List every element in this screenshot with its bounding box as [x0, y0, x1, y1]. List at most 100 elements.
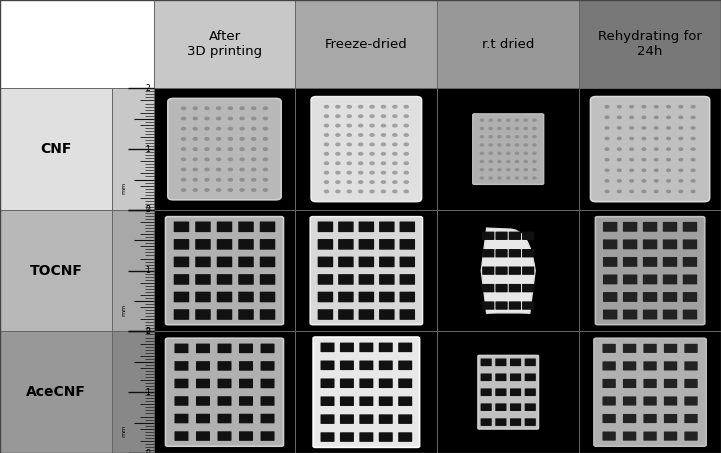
FancyBboxPatch shape [260, 379, 275, 388]
Circle shape [679, 190, 683, 193]
FancyBboxPatch shape [623, 361, 636, 371]
FancyBboxPatch shape [603, 396, 616, 405]
FancyBboxPatch shape [217, 239, 232, 250]
FancyBboxPatch shape [321, 342, 335, 352]
Circle shape [182, 189, 185, 191]
Circle shape [358, 153, 363, 155]
Circle shape [263, 107, 267, 110]
Circle shape [216, 178, 221, 181]
Circle shape [630, 106, 634, 108]
FancyBboxPatch shape [398, 378, 412, 388]
FancyBboxPatch shape [217, 292, 232, 302]
Circle shape [240, 138, 244, 140]
Circle shape [370, 124, 374, 127]
Circle shape [516, 144, 518, 146]
Circle shape [324, 171, 329, 174]
Circle shape [605, 127, 609, 129]
Circle shape [393, 134, 397, 136]
Circle shape [404, 134, 408, 136]
Circle shape [679, 180, 683, 182]
Circle shape [507, 152, 510, 154]
Circle shape [393, 124, 397, 127]
FancyBboxPatch shape [623, 396, 636, 405]
Circle shape [205, 148, 209, 150]
FancyBboxPatch shape [195, 309, 211, 320]
Circle shape [480, 177, 484, 179]
FancyBboxPatch shape [664, 379, 677, 388]
Text: 2: 2 [146, 327, 150, 336]
Circle shape [229, 138, 232, 140]
FancyBboxPatch shape [603, 240, 617, 249]
Circle shape [516, 136, 518, 138]
PathPatch shape [481, 228, 535, 313]
Circle shape [691, 106, 695, 108]
FancyBboxPatch shape [174, 292, 189, 302]
Circle shape [404, 181, 408, 183]
Circle shape [193, 127, 198, 130]
FancyBboxPatch shape [664, 396, 677, 405]
FancyBboxPatch shape [643, 292, 658, 302]
FancyBboxPatch shape [260, 256, 275, 267]
FancyBboxPatch shape [664, 344, 677, 353]
FancyBboxPatch shape [340, 361, 354, 370]
Circle shape [229, 127, 232, 130]
FancyBboxPatch shape [260, 431, 275, 441]
Circle shape [358, 106, 363, 108]
Circle shape [193, 148, 198, 150]
Circle shape [524, 152, 527, 154]
FancyBboxPatch shape [239, 414, 253, 423]
Circle shape [516, 169, 518, 171]
Circle shape [489, 119, 492, 121]
Circle shape [336, 171, 340, 174]
Circle shape [324, 106, 329, 108]
Circle shape [489, 127, 492, 130]
FancyBboxPatch shape [338, 256, 353, 267]
FancyBboxPatch shape [359, 378, 373, 388]
FancyBboxPatch shape [482, 266, 495, 275]
Circle shape [336, 134, 340, 136]
FancyBboxPatch shape [663, 275, 677, 284]
Circle shape [617, 116, 621, 119]
Circle shape [667, 190, 671, 193]
Text: mm: mm [122, 304, 127, 316]
Circle shape [336, 190, 340, 193]
FancyBboxPatch shape [399, 274, 415, 285]
Circle shape [370, 106, 374, 108]
FancyBboxPatch shape [318, 256, 333, 267]
Circle shape [498, 169, 501, 171]
Circle shape [533, 169, 536, 171]
Circle shape [336, 153, 340, 155]
Circle shape [229, 148, 232, 150]
Bar [579, 88, 721, 210]
Circle shape [252, 127, 256, 130]
Circle shape [605, 148, 609, 150]
Circle shape [216, 127, 221, 130]
FancyBboxPatch shape [260, 222, 275, 232]
FancyBboxPatch shape [358, 292, 374, 302]
Circle shape [691, 180, 695, 182]
Circle shape [404, 106, 408, 108]
FancyBboxPatch shape [260, 414, 275, 423]
Text: r.t dried: r.t dried [482, 38, 534, 51]
Circle shape [617, 106, 621, 108]
Circle shape [489, 136, 492, 138]
FancyBboxPatch shape [359, 361, 373, 370]
Circle shape [193, 107, 198, 110]
FancyBboxPatch shape [522, 231, 534, 240]
Circle shape [193, 117, 198, 120]
Circle shape [229, 178, 232, 181]
Circle shape [216, 148, 221, 150]
Circle shape [679, 159, 683, 161]
Bar [579, 210, 721, 332]
Circle shape [252, 117, 256, 120]
Circle shape [605, 137, 609, 140]
FancyBboxPatch shape [359, 342, 373, 352]
FancyBboxPatch shape [623, 344, 636, 353]
FancyBboxPatch shape [525, 358, 536, 366]
FancyBboxPatch shape [594, 338, 706, 446]
Circle shape [524, 127, 527, 130]
FancyBboxPatch shape [196, 396, 210, 406]
Text: 1: 1 [146, 266, 150, 275]
FancyBboxPatch shape [217, 274, 232, 285]
FancyBboxPatch shape [321, 432, 335, 442]
